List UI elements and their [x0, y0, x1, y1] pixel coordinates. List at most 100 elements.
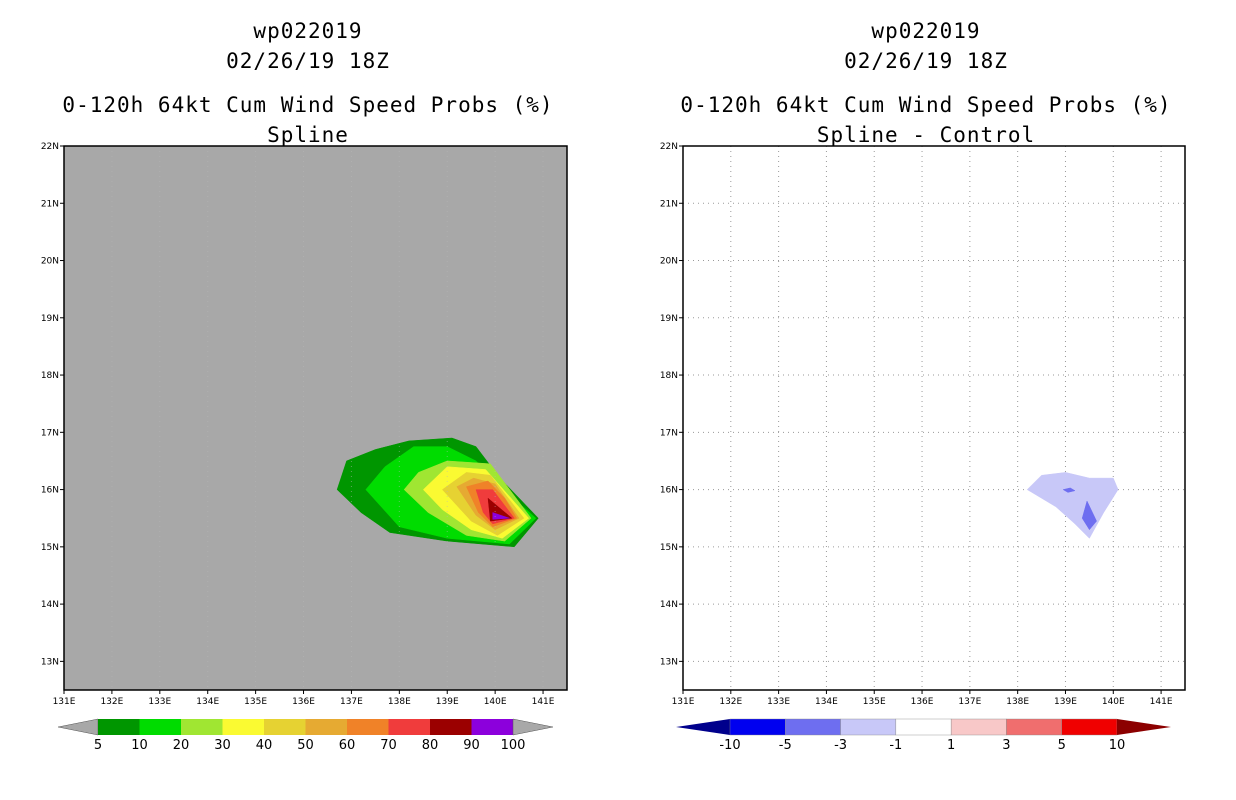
left-colorbar-label: 5	[94, 738, 102, 753]
left-ytick-label: 21N	[41, 199, 59, 209]
left-colorbar-swatch	[430, 719, 472, 735]
right-map-background	[683, 146, 1185, 690]
left-ytick-label: 13N	[41, 657, 59, 667]
left-ytick-label: 17N	[41, 428, 59, 438]
left-colorbar-swatch	[305, 719, 347, 735]
right-title-product: 0-120h 64kt Cum Wind Speed Probs (%)	[680, 93, 1172, 117]
right-colorbar-label: -1	[889, 738, 902, 753]
left-title-method: Spline	[267, 123, 349, 147]
right-colorbar-label: 5	[1058, 738, 1066, 753]
right-xtick-label: 139E	[1054, 697, 1077, 707]
left-map-frame	[63, 145, 568, 691]
left-colorbar-label: 40	[256, 738, 273, 753]
left-colorbar-label: 80	[422, 738, 439, 753]
right-xtick-label: 136E	[911, 697, 934, 707]
right-ytick-label: 22N	[660, 142, 678, 152]
left-xtick-label: 139E	[436, 697, 459, 707]
left-colorbar-label: 70	[380, 738, 397, 753]
left-colorbar-arrow-high	[512, 718, 554, 736]
left-colorbar-swatch	[222, 719, 264, 735]
left-colorbar-label: 20	[173, 738, 190, 753]
right-colorbar-arrow-low	[676, 719, 730, 735]
left-map-background	[64, 146, 567, 690]
right-ytick-label: 15N	[660, 543, 678, 553]
left-colorbar-arrow-low	[57, 718, 99, 736]
left-colorbar-label: 60	[339, 738, 356, 753]
left-xtick-label: 137E	[340, 697, 363, 707]
right-xtick-label: 135E	[863, 697, 886, 707]
left-ytick-label: 15N	[41, 543, 59, 553]
right-colorbar-swatch	[950, 718, 1007, 736]
right-colorbar-label: 3	[1002, 738, 1010, 753]
left-xtick-label: 136E	[292, 697, 315, 707]
left-colorbar: 5 10 20 30 40 50 60 70 80 90 100	[57, 718, 554, 753]
right-title-storm-id: wp022019	[871, 19, 981, 43]
right-colorbar-swatch	[729, 718, 786, 736]
right-colorbar-label: -10	[719, 738, 740, 753]
right-map-panel: 131E 132E 133E 134E 135E 136E 137E 138E 139E 140E…	[660, 142, 1186, 753]
left-xtick-label: 131E	[53, 697, 76, 707]
left-ytick-label: 14N	[41, 600, 59, 610]
right-colorbar-label: -3	[834, 738, 847, 753]
left-panel-title: wp022019 02/26/19 18Z 0-120h 64kt Cum Wi…	[28, 16, 588, 150]
right-ytick-label: 19N	[660, 314, 678, 324]
right-ytick-label: 17N	[660, 428, 678, 438]
left-ytick-label: 18N	[41, 371, 59, 381]
left-xtick-label: 141E	[532, 697, 555, 707]
left-xtick-label: 140E	[484, 697, 507, 707]
right-colorbar-label: -5	[779, 738, 792, 753]
left-title-product: 0-120h 64kt Cum Wind Speed Probs (%)	[62, 93, 554, 117]
left-ytick-label: 20N	[41, 257, 59, 267]
right-ytick-label: 21N	[660, 199, 678, 209]
left-map-panel: 131E 132E 133E 134E 135E 136E 137E 138E 139E 140E…	[41, 142, 568, 753]
right-colorbar-swatch	[1006, 718, 1062, 736]
right-title-method: Spline - Control	[816, 123, 1036, 147]
left-xtick-label: 135E	[244, 697, 267, 707]
right-colorbar-swatch	[1061, 718, 1118, 736]
right-title-datetime: 02/26/19 18Z	[844, 49, 1008, 73]
left-colorbar-label: 10	[131, 738, 148, 753]
right-ytick-label: 16N	[660, 486, 678, 496]
right-xtick-label: 133E	[767, 697, 790, 707]
right-colorbar-swatch	[785, 718, 841, 736]
left-xtick-label: 138E	[388, 697, 411, 707]
left-colorbar-swatch	[98, 719, 140, 735]
right-colorbar: -10 -5 -3 -1 1 3 5 10	[676, 718, 1171, 753]
right-colorbar-swatch	[840, 718, 897, 736]
left-colorbar-label: 100	[501, 738, 526, 753]
left-colorbar-swatch	[471, 719, 513, 735]
left-colorbar-label: 30	[214, 738, 231, 753]
right-ytick-label: 14N	[660, 600, 678, 610]
right-colorbar-arrow-high	[1117, 719, 1171, 735]
right-xtick-label: 132E	[719, 697, 742, 707]
left-colorbar-label: 50	[297, 738, 314, 753]
right-contour-minus3-1	[1081, 500, 1097, 531]
left-xtick-label: 133E	[148, 697, 171, 707]
left-colorbar-label: 90	[463, 738, 480, 753]
left-title-datetime: 02/26/19 18Z	[226, 49, 390, 73]
left-colorbar-swatch	[139, 719, 181, 735]
left-colorbar-swatch	[264, 719, 306, 735]
right-xtick-label: 140E	[1102, 697, 1125, 707]
right-colorbar-swatch	[895, 718, 952, 736]
right-xtick-label: 137E	[958, 697, 981, 707]
left-colorbar-swatch	[347, 719, 389, 735]
right-panel-title: wp022019 02/26/19 18Z 0-120h 64kt Cum Wi…	[646, 16, 1206, 150]
right-xtick-label: 131E	[672, 697, 695, 707]
left-xtick-label: 134E	[196, 697, 219, 707]
right-xtick-label: 134E	[815, 697, 838, 707]
right-xtick-label: 141E	[1150, 697, 1173, 707]
right-map-frame	[682, 145, 1186, 691]
right-xtick-label: 138E	[1006, 697, 1029, 707]
right-contour-minus3-2	[1062, 487, 1076, 493]
left-contour-90-9	[492, 512, 510, 520]
right-colorbar-label: 1	[947, 738, 955, 753]
right-colorbar-label: 10	[1109, 738, 1126, 753]
right-ytick-label: 18N	[660, 371, 678, 381]
right-ytick-label: 20N	[660, 257, 678, 267]
left-xtick-label: 132E	[100, 697, 123, 707]
left-ytick-label: 22N	[41, 142, 59, 152]
left-ytick-label: 16N	[41, 486, 59, 496]
left-colorbar-swatch	[181, 719, 223, 735]
